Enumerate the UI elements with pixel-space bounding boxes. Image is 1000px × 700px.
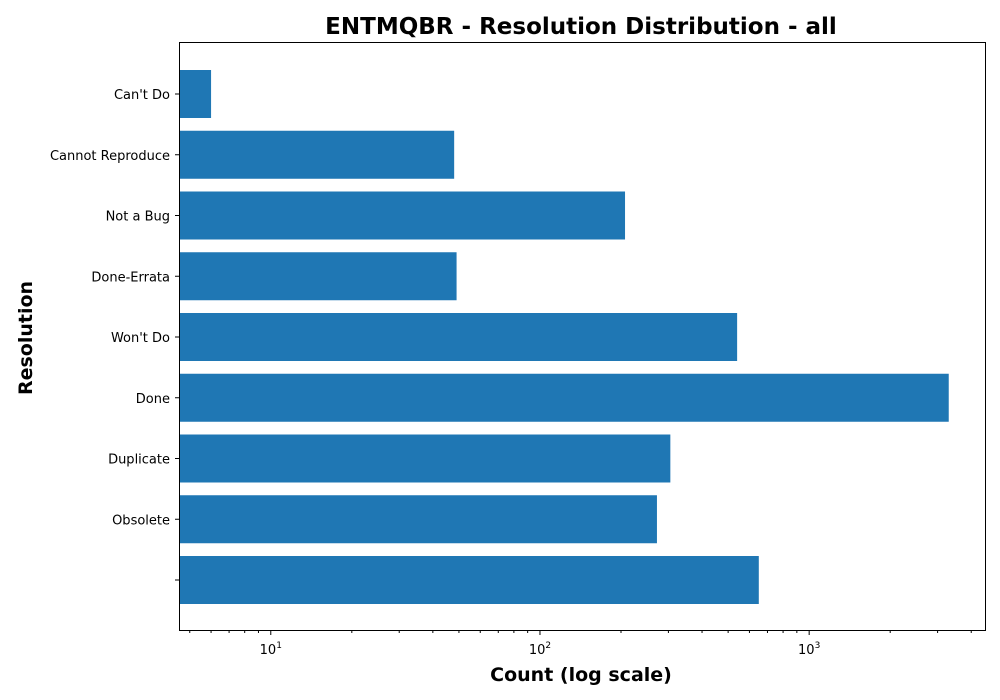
x-tick-base: 10 <box>798 643 815 658</box>
y-tick-label: Done-Errata <box>91 270 170 285</box>
x-axis-label: Count (log scale) <box>490 664 672 686</box>
bar <box>180 495 657 544</box>
y-tick-label: Duplicate <box>108 453 170 468</box>
bar <box>180 313 738 361</box>
x-tick-exponent: 3 <box>815 641 821 651</box>
y-tick-label: Not a Bug <box>106 210 170 225</box>
y-tick-label: Obsolete <box>112 513 170 528</box>
y-tick-label: Won't Do <box>111 331 170 346</box>
x-tick-base: 10 <box>260 643 277 658</box>
y-axis-ticks: Can't Do Cannot Reproduce Not a Bug Done-Er… <box>50 88 180 581</box>
bar <box>180 70 212 118</box>
x-tick-exponent: 1 <box>276 641 282 651</box>
x-tick-label: 101 <box>260 641 282 658</box>
y-tick-label: Cannot Reproduce <box>50 149 170 164</box>
bar <box>180 556 759 604</box>
x-tick-label: 102 <box>529 641 551 658</box>
bar <box>180 191 626 240</box>
chart-title: ENTMQBR - Resolution Distribution - all <box>325 14 837 40</box>
bars-group <box>180 70 949 604</box>
bar <box>180 373 949 422</box>
bar <box>180 130 455 179</box>
plot-frame <box>179 42 986 631</box>
x-tick-label: 103 <box>798 641 820 658</box>
x-axis-ticks: 101 102 103 <box>189 630 972 658</box>
x-tick-exponent: 2 <box>545 641 551 651</box>
x-tick-base: 10 <box>529 643 546 658</box>
y-tick-label: Done <box>136 392 170 407</box>
y-axis-label: Resolution <box>15 281 37 395</box>
y-tick-label: Can't Do <box>114 88 170 103</box>
bar <box>180 434 671 483</box>
bar <box>180 252 457 301</box>
